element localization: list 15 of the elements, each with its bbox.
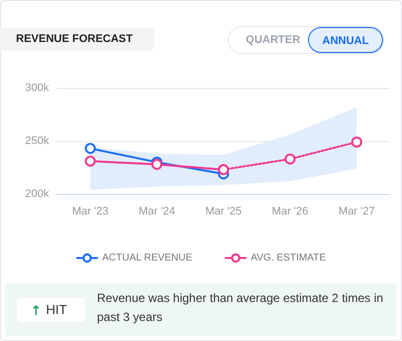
legend-label: ACTUAL REVENUE: [102, 252, 193, 264]
text: HIT: [46, 301, 67, 319]
text: ANNUAL: [308, 27, 383, 53]
x-tick-label: Mar '27: [338, 206, 375, 218]
y-tick-label: 200k: [25, 188, 50, 200]
text: Revenue was higher than average estimate 2 times in past 3 years: [97, 290, 384, 326]
x-tick-label: Mar '23: [72, 206, 108, 218]
chart-title: REVENUE FORECAST: [0, 28, 154, 51]
x-tick-label: Mar '25: [205, 206, 242, 218]
x-tick-label: Mar '24: [138, 206, 176, 218]
legend-label: AVG. ESTIMATE: [250, 252, 326, 264]
y-tick-label: 250k: [25, 135, 50, 147]
y-tick-label: 300k: [25, 82, 50, 94]
text: QUARTER: [244, 33, 302, 48]
x-tick-label: Mar '26: [272, 206, 308, 218]
